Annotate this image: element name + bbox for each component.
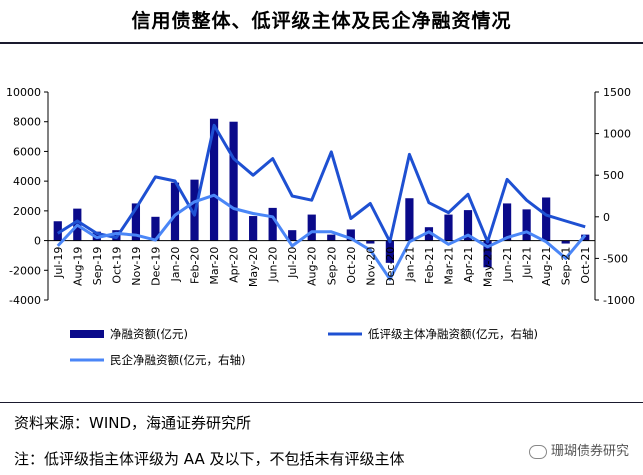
x-tick-label: Jul-20 xyxy=(286,247,299,279)
legend-swatch-bar xyxy=(70,330,104,338)
bar xyxy=(483,240,492,268)
legend-label: 低评级主体净融资额(亿元，右轴) xyxy=(368,327,538,341)
bar xyxy=(229,121,238,241)
x-tick-label: May-21 xyxy=(482,247,495,288)
chart-area: -4000 -2000 0 2000 4000 6000 8000 10000 -1000 -50… xyxy=(0,44,643,400)
x-tick-label: Jun-20 xyxy=(267,247,280,283)
x-tick-label: Aug-21 xyxy=(540,247,553,286)
wechat-icon xyxy=(528,444,547,459)
right-tick-label: 500 xyxy=(603,169,624,182)
bar xyxy=(522,209,531,241)
x-tick-label: Mar-20 xyxy=(208,247,221,285)
left-tick-label: 2000 xyxy=(13,205,41,218)
lowgrade-series-line xyxy=(56,123,586,244)
right-tick-label: 1000 xyxy=(603,128,631,141)
source-text: 资料来源：WIND，海通证券研究所 xyxy=(14,414,252,432)
bar xyxy=(366,240,375,244)
x-tick-label: Feb-20 xyxy=(189,247,202,284)
bar xyxy=(249,216,258,241)
bar xyxy=(209,118,219,241)
bar xyxy=(307,214,316,241)
legend-label: 民企净融资额(亿元，右轴) xyxy=(110,353,245,367)
bar xyxy=(151,216,160,241)
x-tick-label: Sep-21 xyxy=(560,247,573,286)
left-tick-label: 0 xyxy=(34,235,41,248)
chart-svg: -4000-20000200040006000800010000-1000-50… xyxy=(6,86,635,367)
left-tick-label: -4000 xyxy=(9,294,41,307)
right-tick-label: 0 xyxy=(603,211,610,224)
x-tick-label: Apr-21 xyxy=(462,247,475,283)
chart-title: 信用债整体、低评级主体及民企净融资情况 xyxy=(131,10,512,32)
bar xyxy=(346,229,355,241)
x-tick-label: Jul-19 xyxy=(52,247,65,279)
title-bar: 信用债整体、低评级主体及民企净融资情况 xyxy=(0,0,643,42)
x-tick-label: May-20 xyxy=(247,247,260,288)
x-tick-label: Sep-19 xyxy=(91,247,104,286)
left-tick-label: 10000 xyxy=(6,86,41,99)
bar xyxy=(170,182,180,241)
left-tick-label: 4000 xyxy=(13,175,41,188)
bar xyxy=(542,197,551,241)
x-tick-label: Oct-21 xyxy=(579,247,592,284)
x-tick-label: Apr-20 xyxy=(228,247,241,283)
bar xyxy=(268,207,277,241)
bar xyxy=(581,234,590,241)
x-tick-label: Feb-21 xyxy=(423,247,436,284)
bar xyxy=(463,210,473,241)
bar xyxy=(53,221,62,241)
legend-label: 净融资额(亿元) xyxy=(110,327,188,341)
left-tick-label: -2000 xyxy=(9,264,41,277)
x-tick-label: Oct-19 xyxy=(110,247,123,284)
watermark-label: 珊瑚债券研究 xyxy=(550,444,629,459)
x-tick-label: Jan-20 xyxy=(169,247,182,283)
right-tick-label: 1500 xyxy=(603,86,631,99)
bar xyxy=(444,214,453,241)
bar xyxy=(327,234,336,241)
left-tick-label: 6000 xyxy=(13,145,41,158)
x-tick-label: Aug-19 xyxy=(71,247,84,286)
x-tick-label: Oct-20 xyxy=(345,247,358,284)
bar xyxy=(502,203,512,241)
bar xyxy=(288,230,297,241)
bar xyxy=(405,198,414,241)
x-tick-label: Dec-20 xyxy=(384,247,397,286)
x-tick-label: Sep-20 xyxy=(325,247,338,286)
x-tick-label: Jun-21 xyxy=(501,247,514,283)
x-tick-label: Aug-20 xyxy=(306,247,319,286)
bar xyxy=(131,203,141,241)
private-series-line xyxy=(56,193,587,281)
bar xyxy=(424,227,434,241)
note-text: 注：低评级指主体评级为 AA 及以下，不包括未有评级主体 xyxy=(14,450,405,468)
x-tick-label: Nov-19 xyxy=(130,247,143,286)
x-tick-label: Jan-21 xyxy=(403,247,416,283)
left-tick-label: 8000 xyxy=(13,116,41,129)
bar xyxy=(561,240,570,244)
title-divider xyxy=(0,42,643,44)
watermark: 珊瑚债券研究 xyxy=(528,440,629,459)
source-divider xyxy=(0,402,643,403)
x-tick-label: Nov-20 xyxy=(364,247,377,286)
bar xyxy=(385,240,394,263)
x-tick-label: Dec-19 xyxy=(149,247,162,286)
x-tick-label: Jul-21 xyxy=(521,247,534,279)
right-tick-label: -1000 xyxy=(603,294,635,307)
right-tick-label: -500 xyxy=(603,252,628,265)
x-tick-label: Mar-21 xyxy=(442,247,455,285)
